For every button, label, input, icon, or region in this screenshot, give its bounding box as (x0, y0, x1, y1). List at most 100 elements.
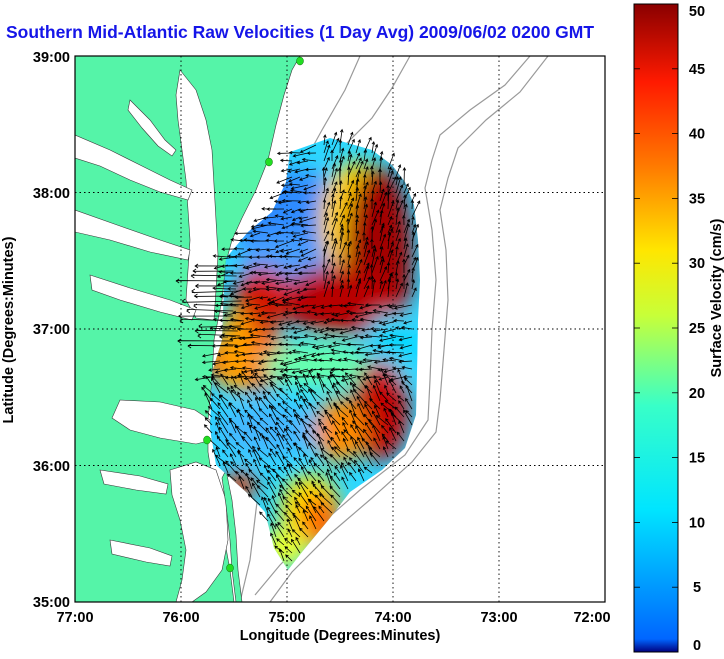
velocity-vector (328, 304, 341, 308)
velocity-vector (248, 424, 261, 434)
velocity-vector (398, 359, 413, 364)
velocity-vector (243, 368, 261, 374)
velocity-vector (374, 404, 381, 418)
velocity-vector (323, 280, 331, 298)
velocity-vector (225, 460, 237, 474)
velocity-vector (388, 304, 405, 309)
velocity-vector (275, 280, 293, 286)
velocity-vector (209, 326, 229, 330)
velocity-vector (395, 199, 400, 210)
velocity-vector (403, 237, 408, 250)
velocity-vector (306, 310, 317, 314)
velocity-vector (274, 510, 285, 522)
velocity-vector (232, 280, 245, 285)
velocity-vector (296, 160, 309, 165)
velocity-vector (387, 278, 392, 298)
velocity-vector (347, 203, 354, 218)
velocity-vector (317, 375, 325, 394)
velocity-vector (260, 310, 277, 315)
velocity-vector (284, 373, 293, 386)
velocity-vector (296, 391, 301, 402)
velocity-vector (300, 304, 317, 309)
velocity-vector (363, 285, 370, 298)
velocity-vector (297, 343, 309, 347)
velocity-vector (259, 296, 269, 300)
velocity-vector (318, 367, 333, 372)
velocity-vector (379, 224, 385, 242)
velocity-vector (339, 318, 357, 323)
velocity-vector (285, 296, 301, 302)
velocity-vector (234, 231, 253, 236)
velocity-vector (209, 397, 221, 410)
velocity-vector (245, 280, 261, 285)
velocity-vector (306, 151, 317, 155)
velocity-vector (315, 344, 333, 350)
velocity-vector (339, 270, 345, 282)
velocity-vector (349, 409, 357, 426)
velocity-vector (258, 352, 269, 356)
velocity-vector (282, 496, 293, 506)
velocity-vector (292, 152, 309, 158)
velocity-vector (282, 312, 293, 317)
velocity-vector (237, 408, 245, 426)
velocity-vector (381, 433, 389, 442)
velocity-vector (256, 447, 269, 458)
velocity-vector (395, 228, 401, 242)
velocity-vector (347, 301, 365, 306)
velocity-vector (411, 279, 416, 290)
colorbar-tick-label: 15 (689, 451, 705, 467)
velocity-vector (381, 320, 397, 326)
velocity-vector (282, 254, 301, 259)
velocity-vector (330, 269, 335, 282)
velocity-vector (231, 375, 237, 386)
velocity-vector (316, 401, 325, 410)
velocity-vector (329, 475, 341, 490)
velocity-vector (356, 344, 373, 351)
velocity-vector (279, 484, 293, 498)
velocity-vector (347, 461, 357, 474)
velocity-vector (394, 271, 399, 282)
velocity-vector (379, 279, 387, 298)
velocity-vector (322, 198, 327, 210)
velocity-vector (401, 365, 413, 370)
velocity-vector (330, 348, 349, 354)
velocity-vector (371, 247, 377, 266)
velocity-vector (299, 144, 317, 153)
velocity-vector (323, 426, 333, 442)
velocity-vector (399, 344, 413, 350)
velocity-vector (395, 282, 403, 298)
velocity-vector (249, 232, 261, 238)
velocity-vector (267, 221, 285, 226)
velocity-vector (227, 386, 237, 402)
velocity-vector (288, 176, 301, 183)
velocity-vector (341, 336, 357, 342)
velocity-vector (362, 358, 381, 362)
velocity-vector (369, 263, 374, 282)
velocity-vector (233, 384, 245, 394)
velocity-vector (347, 342, 365, 347)
velocity-vector (300, 248, 317, 257)
velocity-vector (252, 445, 261, 458)
velocity-vector (244, 409, 253, 418)
velocity-vector (298, 481, 309, 498)
velocity-vector (316, 410, 325, 418)
velocity-vector (293, 430, 301, 442)
velocity-vector (388, 379, 397, 394)
velocity-vector (234, 359, 245, 364)
velocity-vector (252, 286, 269, 291)
velocity-vector (277, 466, 285, 474)
velocity-vector (235, 470, 245, 482)
velocity-vector (238, 372, 245, 386)
velocity-vector (262, 216, 277, 220)
velocity-vector (266, 312, 285, 319)
velocity-vector (298, 216, 317, 224)
velocity-vector (369, 451, 381, 466)
velocity-vector (267, 391, 277, 402)
velocity-vector (240, 469, 253, 482)
velocity-vector (355, 160, 364, 178)
velocity-vector (295, 319, 309, 324)
x-tick-label: 74:00 (374, 610, 411, 626)
velocity-vector (267, 497, 277, 514)
velocity-vector (229, 366, 245, 370)
velocity-vector (363, 236, 369, 250)
